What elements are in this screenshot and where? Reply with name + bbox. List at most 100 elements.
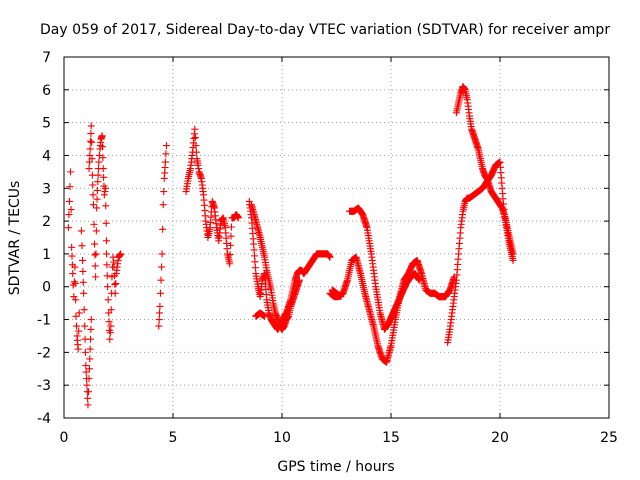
data-point xyxy=(227,223,235,231)
data-point xyxy=(191,125,199,133)
data-point xyxy=(251,252,259,260)
y-tick-label: 4 xyxy=(42,148,51,164)
data-point xyxy=(295,276,303,284)
data-point xyxy=(192,148,200,156)
data-point xyxy=(156,302,164,310)
y-tick-label: -3 xyxy=(37,378,51,394)
data-point xyxy=(81,322,89,330)
data-point xyxy=(162,150,170,158)
y-tick-label: 5 xyxy=(42,116,51,132)
grid xyxy=(64,57,609,418)
data-point xyxy=(117,250,125,258)
data-point xyxy=(91,251,99,259)
data-point xyxy=(87,130,95,138)
data-point xyxy=(106,329,114,337)
data-point xyxy=(250,246,258,254)
data-point xyxy=(94,178,102,186)
data-point xyxy=(67,168,75,176)
data-point xyxy=(85,165,93,173)
data-point xyxy=(70,278,78,286)
data-point xyxy=(74,345,82,353)
data-point xyxy=(86,345,94,353)
data-point xyxy=(101,184,109,192)
data-point xyxy=(80,306,88,314)
data-point xyxy=(99,165,107,173)
data-point xyxy=(73,322,81,330)
data-point xyxy=(102,202,110,210)
data-point xyxy=(95,158,103,166)
data-point xyxy=(90,220,98,228)
data-point xyxy=(71,279,79,287)
data-point xyxy=(226,260,234,268)
data-point xyxy=(92,227,100,235)
data-point xyxy=(78,242,86,250)
data-point xyxy=(251,264,259,272)
data-point xyxy=(111,281,119,289)
data-point xyxy=(103,237,111,245)
data-point xyxy=(87,335,95,343)
data-point xyxy=(85,365,93,373)
y-tick-label: 7 xyxy=(42,50,51,66)
data-point xyxy=(251,258,259,266)
data-point xyxy=(84,394,92,402)
data-point xyxy=(326,253,334,261)
data-point xyxy=(104,296,112,304)
data-point xyxy=(65,211,73,219)
data-point xyxy=(89,191,97,199)
y-tick-label: 0 xyxy=(42,280,51,296)
data-point xyxy=(82,361,90,369)
data-point xyxy=(79,256,87,264)
data-points xyxy=(64,83,517,409)
x-tick-label: 20 xyxy=(491,430,509,446)
data-point xyxy=(93,186,101,194)
data-point xyxy=(107,322,115,330)
series-A xyxy=(64,168,83,353)
data-point xyxy=(337,293,345,301)
y-tick-label: -1 xyxy=(37,313,51,329)
data-point xyxy=(72,312,80,320)
data-point xyxy=(71,263,79,271)
data-point xyxy=(81,348,89,356)
data-point xyxy=(87,325,95,333)
series-H xyxy=(247,201,303,333)
x-tick-label: 0 xyxy=(60,430,69,446)
y-tick-label: 1 xyxy=(42,247,51,263)
data-point xyxy=(89,201,97,209)
data-point xyxy=(67,206,75,214)
x-tick-label: 15 xyxy=(382,430,400,446)
data-point xyxy=(192,142,200,150)
series-F xyxy=(182,125,242,268)
data-point xyxy=(157,276,165,284)
data-point xyxy=(92,273,100,281)
data-point xyxy=(227,241,235,249)
data-point xyxy=(156,289,164,297)
data-point xyxy=(105,318,113,326)
x-tick-label: 25 xyxy=(600,430,618,446)
data-point xyxy=(106,335,114,343)
data-point xyxy=(160,188,168,196)
data-point xyxy=(112,279,120,287)
series-D xyxy=(103,250,125,343)
data-point xyxy=(87,122,95,130)
data-point xyxy=(103,272,111,280)
data-point xyxy=(85,388,93,396)
x-tick-label: 5 xyxy=(169,430,178,446)
data-point xyxy=(93,195,101,203)
data-point xyxy=(509,256,517,264)
data-point xyxy=(87,316,95,324)
data-point xyxy=(159,201,167,209)
data-point xyxy=(68,252,76,260)
data-point xyxy=(111,289,119,297)
data-point xyxy=(93,204,101,212)
data-point xyxy=(159,225,167,233)
data-point xyxy=(250,240,258,248)
data-point xyxy=(99,143,107,151)
data-point xyxy=(88,155,96,163)
data-point xyxy=(69,270,77,278)
data-point xyxy=(155,322,163,330)
series-E xyxy=(155,142,170,330)
y-tick-label: -2 xyxy=(37,345,51,361)
data-point xyxy=(83,381,91,389)
data-point xyxy=(79,278,87,286)
